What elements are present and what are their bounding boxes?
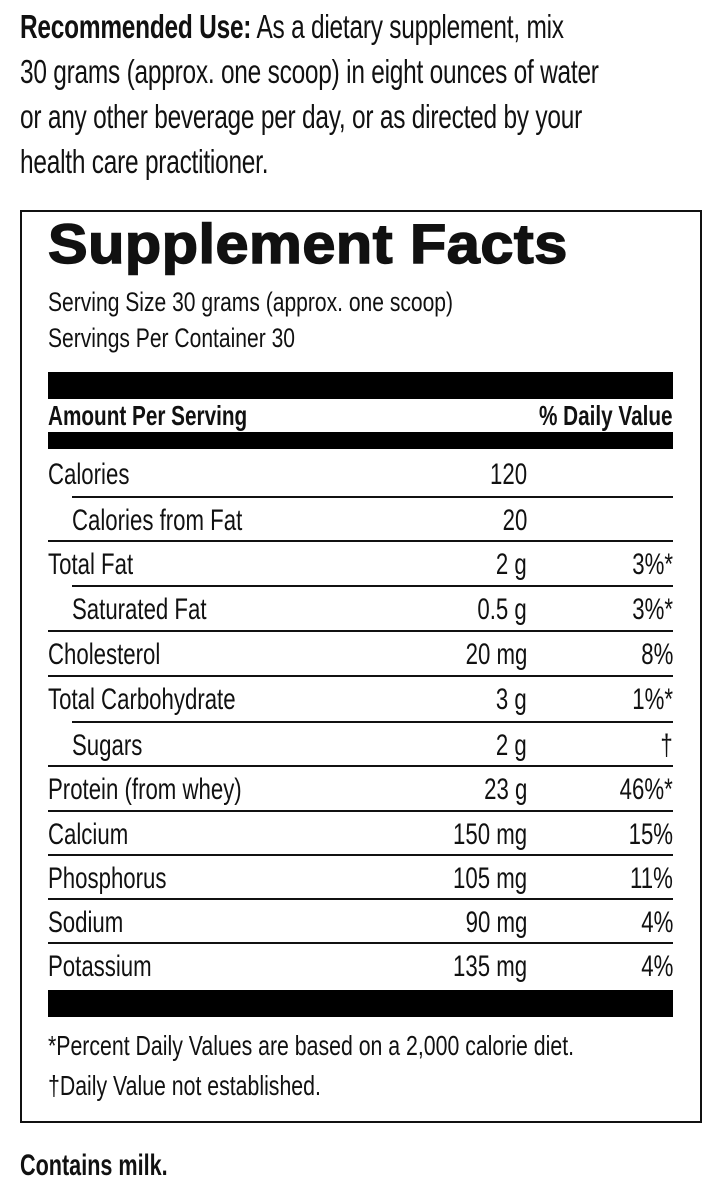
- nutrient-name: Cholesterol: [48, 638, 161, 671]
- nutrient-amount: 0.5 g: [477, 593, 527, 626]
- nutrient-name: Sodium: [48, 906, 124, 939]
- row-divider: [72, 585, 673, 587]
- recommended-use-line: 30 grams (approx. one scoop) in eight ou…: [20, 53, 599, 90]
- nutrient-daily-value: 3%*: [632, 548, 673, 581]
- servings-per-container: Servings Per Container 30: [48, 323, 296, 353]
- nutrient-name: Calories: [48, 458, 130, 491]
- row-divider: [48, 810, 673, 812]
- row-divider: [48, 765, 673, 767]
- row-divider: [72, 721, 673, 723]
- nutrient-name: Calories from Fat: [72, 504, 243, 537]
- nutrient-amount: 90 mg: [465, 906, 527, 939]
- nutrient-name: Potassium: [48, 950, 152, 983]
- nutrient-name: Protein (from whey): [48, 773, 242, 806]
- nutrient-amount: 150 mg: [452, 818, 527, 851]
- recommended-use-line: health care practitioner.: [20, 143, 269, 180]
- row-divider: [48, 854, 673, 856]
- nutrient-daily-value: †: [660, 729, 673, 762]
- recommended-use: Recommended Use: As a dietary supplement…: [20, 4, 701, 184]
- footnote-daily-values: *Percent Daily Values are based on a 2,0…: [48, 1030, 575, 1061]
- nutrient-row: Cholesterol 20 mg 8%: [48, 630, 673, 675]
- footnote-dagger: †Daily Value not established.: [48, 1070, 321, 1101]
- nutrient-name: Calcium: [48, 818, 129, 851]
- nutrient-row: Protein (from whey) 23 g 46%*: [48, 765, 673, 810]
- thick-divider: [48, 372, 673, 399]
- nutrient-name: Sugars: [72, 729, 143, 762]
- nutrient-amount: 105 mg: [452, 862, 527, 895]
- nutrient-row: Calories 120: [48, 450, 673, 495]
- recommended-use-label: Recommended Use:: [20, 8, 252, 45]
- nutrient-daily-value: 3%*: [632, 593, 673, 626]
- nutrient-amount: 3 g: [496, 683, 527, 716]
- nutrient-amount: 20: [502, 504, 527, 537]
- nutrient-row: Sodium 90 mg 4%: [48, 898, 673, 943]
- nutrient-row: Total Carbohydrate 3 g 1%*: [48, 675, 673, 720]
- column-header: Amount Per Serving % Daily Value: [48, 400, 673, 432]
- header-amount-per-serving: Amount Per Serving: [48, 400, 248, 431]
- nutrient-daily-value: 15%: [628, 818, 673, 851]
- nutrient-daily-value: 8%: [640, 638, 673, 671]
- nutrient-row: Sugars 2 g †: [48, 721, 673, 766]
- thick-divider: [48, 990, 673, 1017]
- thick-divider: [48, 432, 673, 449]
- supplement-facts-panel: [20, 210, 702, 1123]
- row-divider: [48, 942, 673, 944]
- recommended-use-line: As a dietary supplement, mix: [256, 8, 564, 45]
- row-divider: [72, 496, 673, 498]
- nutrient-amount: 20 mg: [465, 638, 527, 671]
- nutrient-row: Calcium 150 mg 15%: [48, 810, 673, 855]
- nutrient-amount: 120: [489, 458, 527, 491]
- nutrient-daily-value: 1%*: [632, 683, 673, 716]
- nutrient-row: Calories from Fat 20: [48, 496, 673, 541]
- allergen-statement: Contains milk.: [20, 1149, 168, 1182]
- panel-title: Supplement Facts: [47, 211, 568, 276]
- nutrient-name: Saturated Fat: [72, 593, 207, 626]
- nutrient-daily-value: 46%*: [619, 773, 673, 806]
- nutrient-name: Total Carbohydrate: [48, 683, 236, 716]
- nutrient-row: Saturated Fat 0.5 g 3%*: [48, 585, 673, 630]
- recommended-use-line: or any other beverage per day, or as dir…: [20, 98, 582, 135]
- nutrient-amount: 2 g: [496, 729, 527, 762]
- row-divider: [48, 540, 673, 542]
- nutrient-amount: 2 g: [496, 548, 527, 581]
- serving-size: Serving Size 30 grams (approx. one scoop…: [48, 287, 454, 317]
- nutrient-daily-value: 11%: [630, 862, 673, 895]
- nutrient-daily-value: 4%: [640, 906, 673, 939]
- header-daily-value: % Daily Value: [539, 400, 673, 431]
- row-divider: [48, 675, 673, 677]
- nutrient-row: Phosphorus 105 mg 11%: [48, 854, 673, 899]
- nutrient-name: Total Fat: [48, 548, 134, 581]
- nutrient-row: Total Fat 2 g 3%*: [48, 540, 673, 585]
- nutrient-name: Phosphorus: [48, 862, 167, 895]
- row-divider: [48, 630, 673, 632]
- nutrient-amount: 23 g: [483, 773, 527, 806]
- nutrient-row: Potassium 135 mg 4%: [48, 942, 673, 987]
- nutrient-amount: 135 mg: [452, 950, 527, 983]
- row-divider: [48, 898, 673, 900]
- nutrient-daily-value: 4%: [640, 950, 673, 983]
